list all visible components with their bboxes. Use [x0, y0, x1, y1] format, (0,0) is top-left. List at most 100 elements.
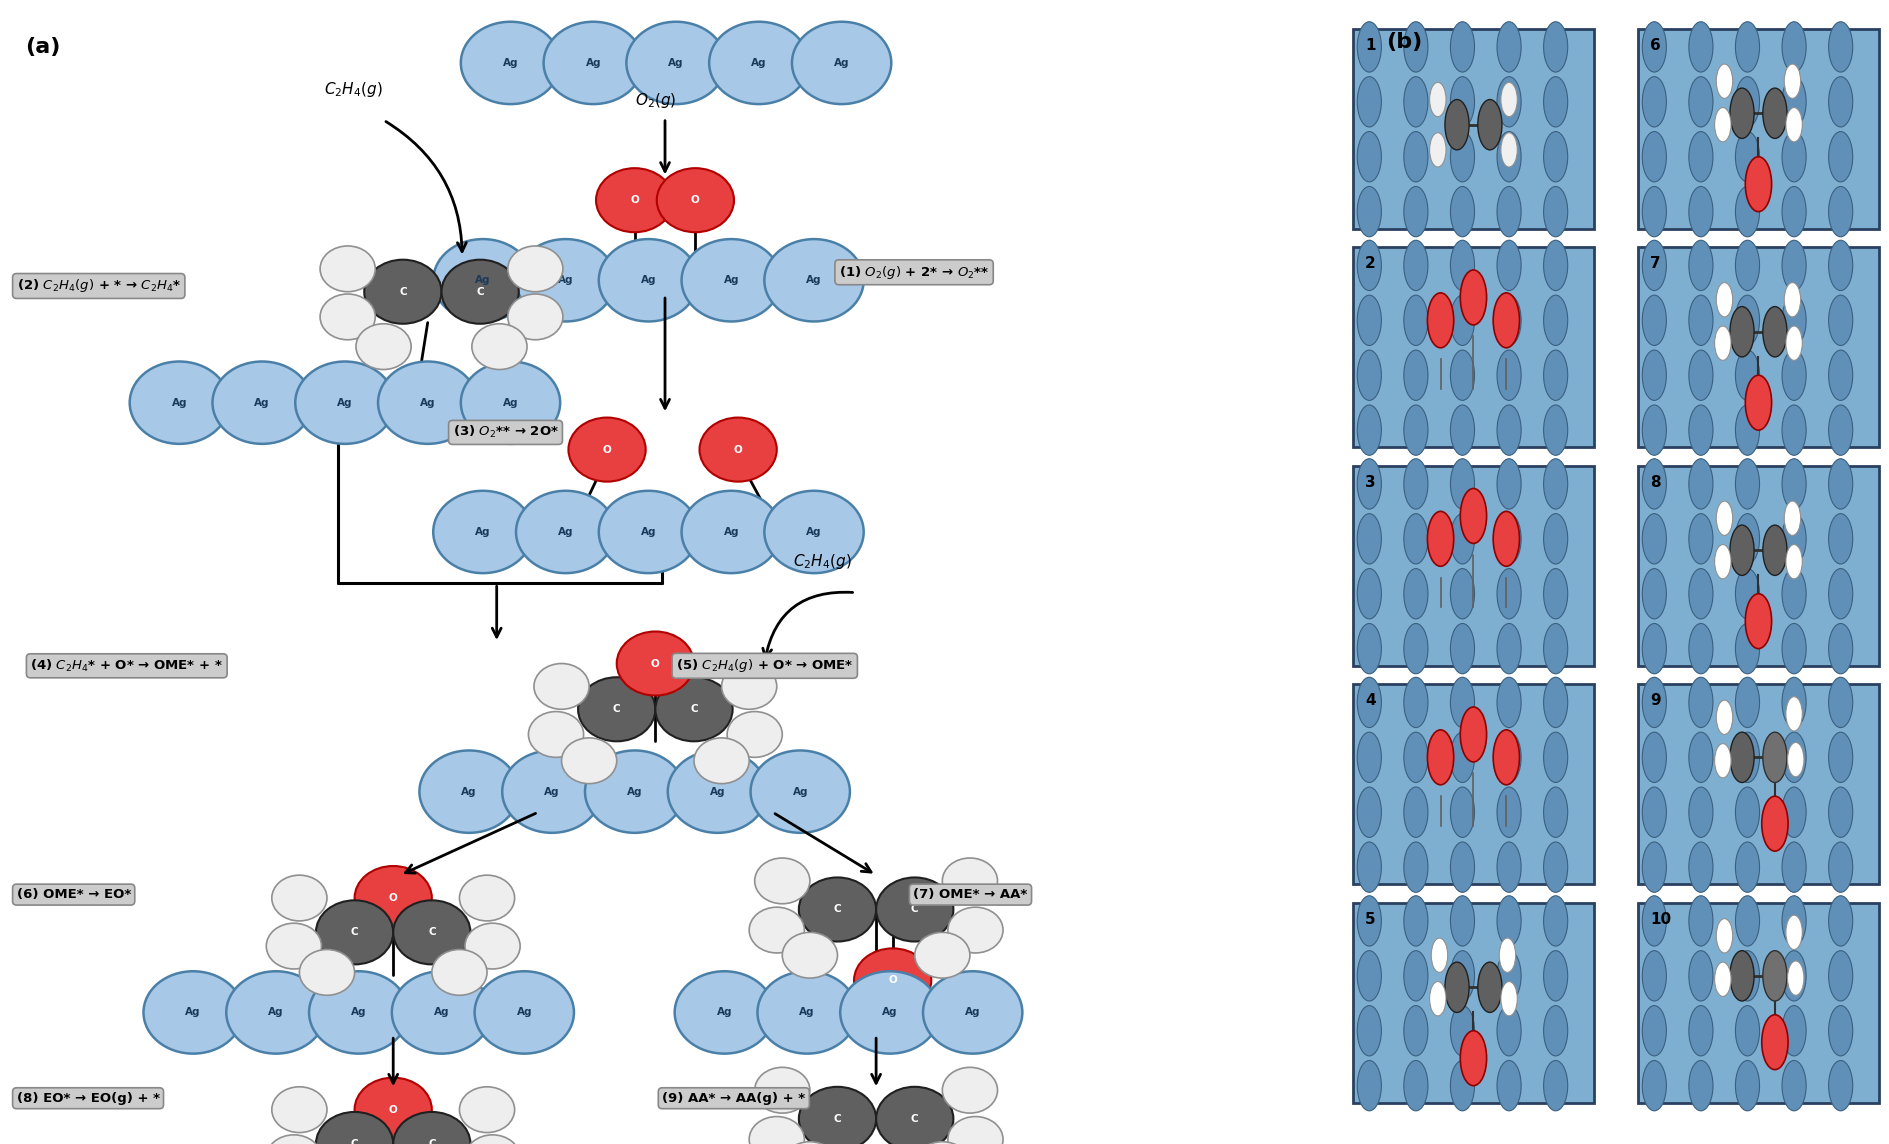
Circle shape [1356, 132, 1381, 182]
FancyArrowPatch shape [774, 813, 871, 872]
Circle shape [763, 491, 863, 573]
Circle shape [433, 239, 533, 321]
Text: Ag: Ag [627, 787, 642, 796]
Circle shape [655, 677, 733, 741]
Circle shape [914, 932, 969, 978]
Circle shape [1449, 240, 1473, 291]
Circle shape [1496, 186, 1521, 237]
Circle shape [1543, 569, 1566, 619]
Circle shape [948, 907, 1003, 953]
Text: 10: 10 [1649, 912, 1670, 927]
Circle shape [1689, 350, 1711, 400]
Circle shape [1496, 405, 1521, 455]
Text: (3) $O_2$** → 2O*: (3) $O_2$** → 2O* [451, 424, 557, 440]
Circle shape [1829, 623, 1851, 674]
Text: Ag: Ag [807, 527, 822, 537]
Text: Ag: Ag [516, 1008, 533, 1017]
Text: Ag: Ag [833, 58, 848, 67]
Circle shape [1543, 896, 1566, 946]
Circle shape [130, 362, 229, 444]
Circle shape [757, 971, 856, 1054]
Circle shape [1829, 514, 1851, 564]
Circle shape [272, 1087, 327, 1133]
Circle shape [1356, 732, 1381, 782]
Circle shape [1642, 787, 1666, 837]
Circle shape [1496, 896, 1521, 946]
Text: (2) $C_2H_4(g)$ + * → $C_2H_4$*: (2) $C_2H_4(g)$ + * → $C_2H_4$* [17, 278, 181, 294]
Text: 7: 7 [1649, 256, 1660, 271]
Text: O: O [650, 659, 659, 668]
Circle shape [535, 664, 589, 709]
Circle shape [1829, 459, 1851, 509]
Circle shape [1781, 77, 1806, 127]
Text: Ag: Ag [640, 527, 655, 537]
Text: Ag: Ag [791, 787, 808, 796]
Circle shape [508, 246, 563, 292]
Text: 6: 6 [1649, 38, 1660, 53]
Circle shape [799, 1087, 876, 1144]
Circle shape [1404, 1006, 1428, 1056]
Circle shape [1543, 677, 1566, 728]
Circle shape [1449, 405, 1473, 455]
Circle shape [1404, 77, 1428, 127]
Circle shape [472, 324, 527, 370]
Circle shape [266, 1135, 321, 1144]
Circle shape [1449, 842, 1473, 892]
Text: Ag: Ag [965, 1008, 980, 1017]
FancyArrowPatch shape [661, 120, 669, 172]
Circle shape [1356, 1060, 1381, 1111]
Bar [1353, 903, 1592, 1103]
Circle shape [578, 677, 655, 741]
Circle shape [393, 1112, 470, 1144]
Text: C: C [351, 1139, 359, 1144]
Circle shape [310, 971, 408, 1054]
Circle shape [1785, 108, 1802, 142]
Circle shape [1449, 77, 1473, 127]
FancyArrowPatch shape [491, 586, 501, 637]
Circle shape [1543, 405, 1566, 455]
Circle shape [1829, 1060, 1851, 1111]
FancyArrowPatch shape [763, 593, 852, 658]
Circle shape [595, 168, 672, 232]
Circle shape [1404, 842, 1428, 892]
Circle shape [1496, 132, 1521, 182]
Text: (4) $C_2H_4$* + O* → OME* + *: (4) $C_2H_4$* + O* → OME* + * [30, 658, 223, 674]
Circle shape [1689, 132, 1711, 182]
Circle shape [442, 260, 518, 324]
Circle shape [1762, 732, 1785, 782]
Circle shape [1829, 842, 1851, 892]
Circle shape [754, 858, 810, 904]
Circle shape [1543, 1006, 1566, 1056]
Circle shape [1496, 1006, 1521, 1056]
Circle shape [1500, 82, 1517, 117]
Circle shape [561, 738, 616, 784]
Circle shape [1787, 742, 1802, 777]
Circle shape [1781, 732, 1806, 782]
Circle shape [433, 491, 533, 573]
Circle shape [1689, 405, 1711, 455]
Text: O: O [733, 445, 742, 454]
Circle shape [1404, 186, 1428, 237]
Circle shape [914, 1142, 969, 1144]
Circle shape [748, 907, 805, 953]
Circle shape [1477, 100, 1502, 150]
Circle shape [1713, 962, 1730, 996]
Circle shape [1500, 982, 1517, 1016]
Circle shape [355, 866, 431, 930]
Circle shape [1762, 88, 1785, 138]
Circle shape [1783, 501, 1800, 535]
FancyArrowPatch shape [389, 1038, 397, 1083]
Circle shape [459, 1087, 514, 1133]
Circle shape [1449, 896, 1473, 946]
Circle shape [799, 877, 876, 942]
Circle shape [1781, 842, 1806, 892]
Circle shape [544, 22, 642, 104]
Circle shape [1689, 787, 1711, 837]
Circle shape [1496, 514, 1521, 564]
Circle shape [1829, 350, 1851, 400]
Circle shape [1715, 700, 1732, 734]
Circle shape [1781, 240, 1806, 291]
Text: (5) $C_2H_4(g)$ + O* → OME*: (5) $C_2H_4(g)$ + O* → OME* [676, 658, 854, 674]
Circle shape [1642, 951, 1666, 1001]
Circle shape [1496, 732, 1521, 782]
